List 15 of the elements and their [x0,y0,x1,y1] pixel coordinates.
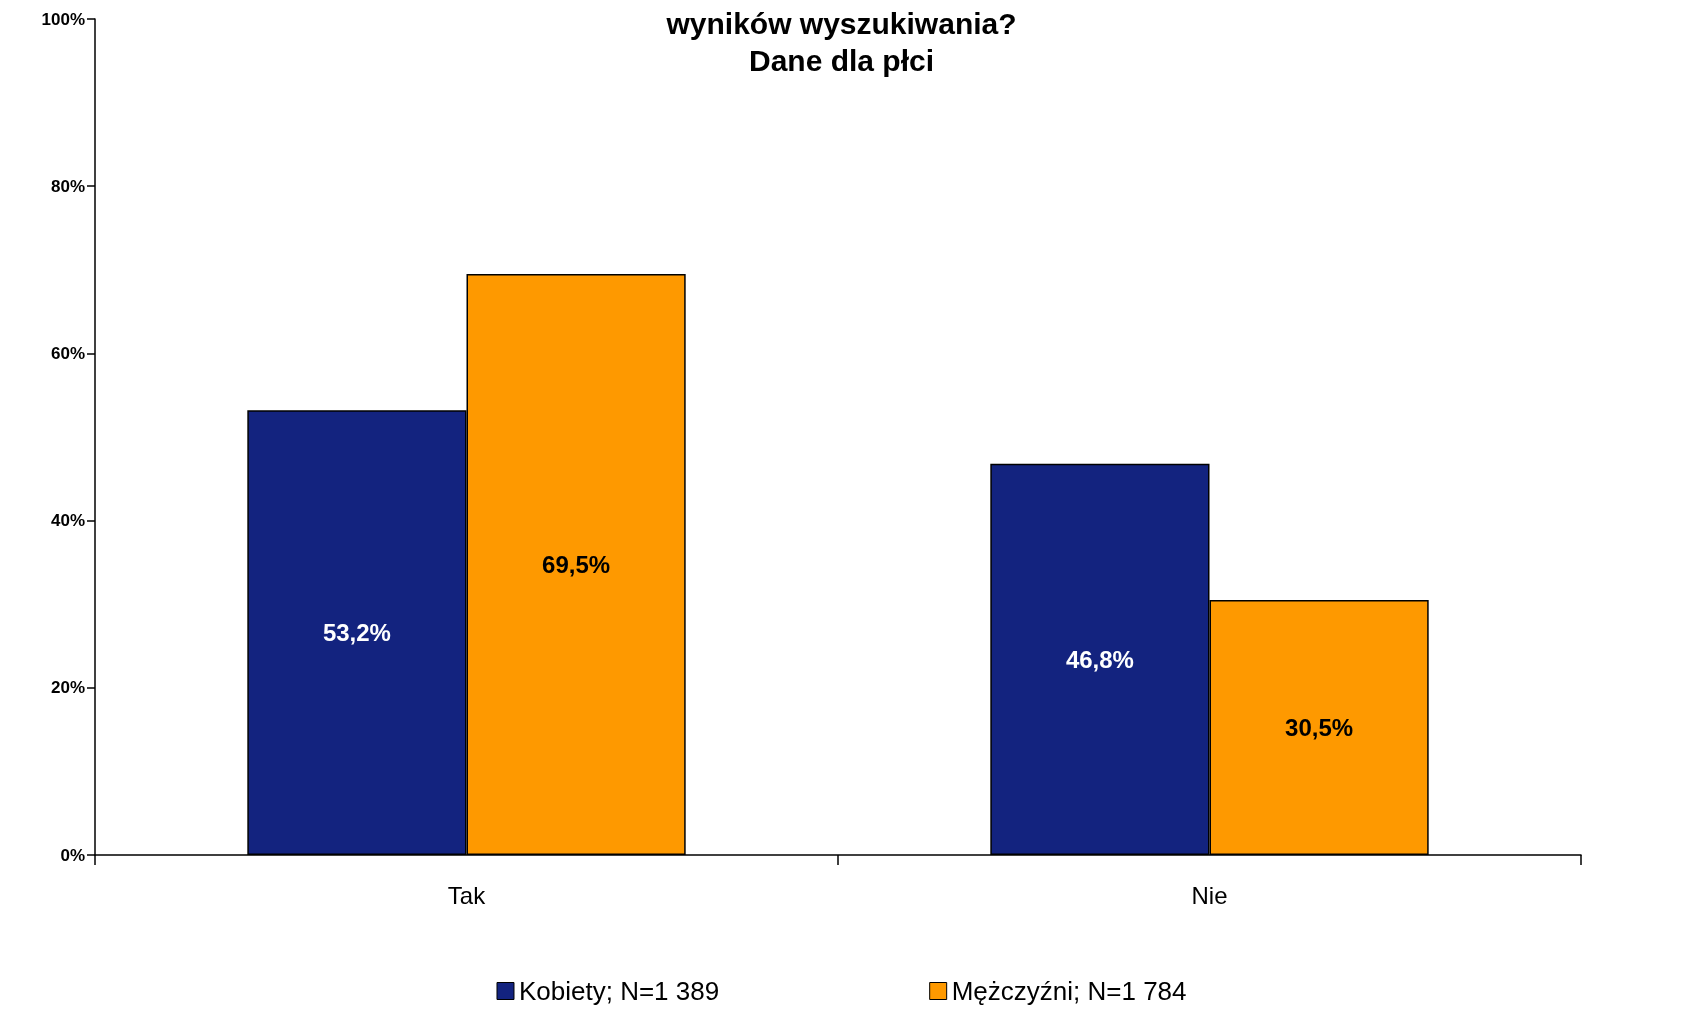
legend-label: Mężczyźni; N=1 784 [951,976,1187,1006]
data-label: 30,5% [1285,714,1354,742]
y-tick-label: 0% [60,845,85,865]
x-tick-label: Nie [1191,881,1228,909]
data-label: 69,5% [542,550,611,578]
x-tick-label: Tak [447,881,487,909]
y-tick-label: 80% [50,176,85,196]
legend-label: Kobiety; N=1 389 [518,976,720,1006]
y-tick-label: 60% [50,343,85,363]
chart-title: wyników wyszukiwania? Dane dla płci [665,7,1017,77]
y-tick-label: 20% [50,678,85,698]
data-label: 53,2% [322,619,391,647]
y-tick-label: 100% [41,9,85,29]
y-tick-label: 40% [50,511,85,531]
data-label: 46,8% [1065,645,1134,673]
